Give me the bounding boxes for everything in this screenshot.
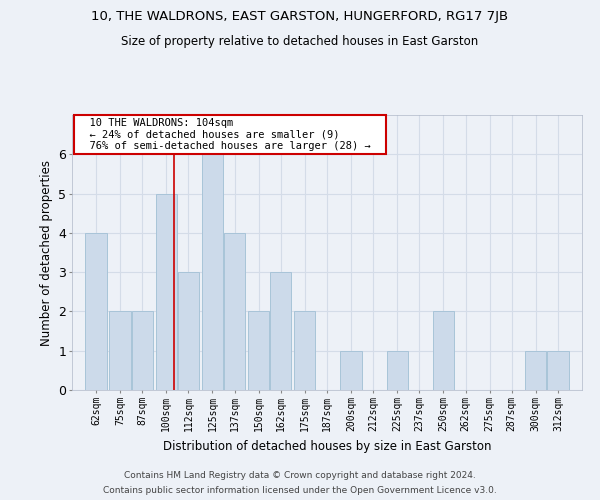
Bar — [155, 194, 177, 390]
Text: 10 THE WALDRONS: 104sqm  
  ← 24% of detached houses are smaller (9)  
  76% of : 10 THE WALDRONS: 104sqm ← 24% of detache… — [77, 118, 383, 151]
Text: 10, THE WALDRONS, EAST GARSTON, HUNGERFORD, RG17 7JB: 10, THE WALDRONS, EAST GARSTON, HUNGERFO… — [91, 10, 509, 23]
Bar — [433, 312, 454, 390]
Bar — [224, 233, 245, 390]
Y-axis label: Number of detached properties: Number of detached properties — [40, 160, 53, 346]
Bar — [109, 312, 131, 390]
Bar — [525, 350, 547, 390]
Bar — [178, 272, 199, 390]
Bar — [270, 272, 292, 390]
Bar — [340, 350, 362, 390]
Bar — [248, 312, 269, 390]
Text: Size of property relative to detached houses in East Garston: Size of property relative to detached ho… — [121, 35, 479, 48]
Bar — [386, 350, 408, 390]
Text: Contains HM Land Registry data © Crown copyright and database right 2024.: Contains HM Land Registry data © Crown c… — [124, 471, 476, 480]
Bar — [547, 350, 569, 390]
Bar — [131, 312, 153, 390]
Bar — [294, 312, 316, 390]
Text: Contains public sector information licensed under the Open Government Licence v3: Contains public sector information licen… — [103, 486, 497, 495]
Bar — [202, 154, 223, 390]
Text: Distribution of detached houses by size in East Garston: Distribution of detached houses by size … — [163, 440, 491, 453]
Bar — [85, 233, 107, 390]
